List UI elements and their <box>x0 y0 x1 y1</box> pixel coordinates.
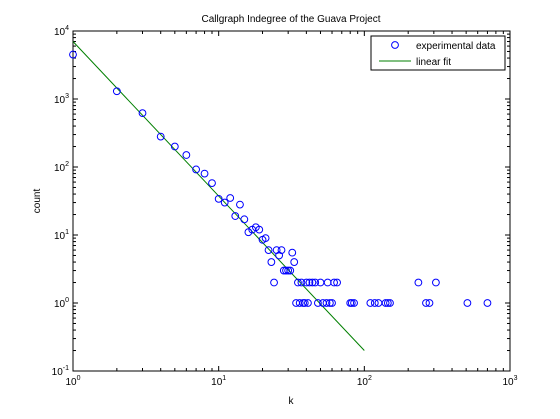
data-point <box>425 299 434 307</box>
data-point <box>200 169 209 178</box>
legend-label-experimental: experimental data <box>416 41 496 52</box>
data-points-layer <box>69 50 492 307</box>
data-point <box>325 299 334 307</box>
data-point <box>255 225 264 234</box>
data-point <box>231 212 240 220</box>
data-point <box>284 266 293 275</box>
plot-area <box>72 30 511 372</box>
data-point <box>383 299 392 307</box>
data-point <box>192 165 201 174</box>
data-point <box>226 194 235 202</box>
data-point <box>208 179 216 187</box>
data-point <box>264 246 273 254</box>
data-point <box>302 278 311 287</box>
data-point <box>414 278 423 287</box>
data-point <box>236 200 244 209</box>
data-point <box>277 246 286 254</box>
x-axis-label: k <box>289 396 295 407</box>
data-point <box>182 151 191 159</box>
data-point <box>305 278 314 287</box>
y-tick-label: 10-1 <box>52 365 69 378</box>
data-point <box>297 278 306 287</box>
data-point <box>112 87 121 96</box>
data-point <box>330 278 338 287</box>
x-tick-label: 103 <box>502 375 517 388</box>
data-point <box>308 278 317 287</box>
tick-marks <box>72 30 511 372</box>
data-point <box>267 258 276 266</box>
data-point <box>463 299 472 307</box>
data-point <box>214 194 223 203</box>
data-point <box>370 299 379 307</box>
data-point <box>422 299 430 307</box>
y-axis-label: count <box>32 189 43 214</box>
data-point <box>240 215 249 224</box>
data-point <box>328 299 336 307</box>
y-tick-label: 104 <box>54 25 69 38</box>
data-point <box>138 109 147 118</box>
y-tick-label: 102 <box>54 161 69 174</box>
x-tick-label: 102 <box>357 375 372 388</box>
x-tick-label: 100 <box>65 375 80 388</box>
data-point <box>333 278 341 287</box>
legend: experimental data linear fit <box>370 35 506 71</box>
data-point <box>304 299 312 307</box>
data-point <box>350 299 358 307</box>
data-point <box>220 198 229 207</box>
data-point <box>300 299 309 307</box>
data-point <box>386 299 394 307</box>
legend-marker-experimental <box>391 41 399 49</box>
data-point <box>69 50 77 59</box>
chart-title: Callgraph Indegree of the Guava Project <box>202 14 381 25</box>
data-point <box>294 278 302 287</box>
x-tick-labels: 100 101 102 103 <box>65 375 517 388</box>
data-point <box>311 278 320 287</box>
data-point <box>286 266 295 275</box>
data-point <box>170 142 179 151</box>
data-point <box>156 132 165 141</box>
y-tick-labels: 10-1 100 101 102 103 104 <box>52 25 69 378</box>
data-point <box>295 299 304 307</box>
data-point <box>322 299 331 307</box>
legend-label-fit: linear fit <box>416 57 451 68</box>
data-point <box>244 228 253 237</box>
data-point <box>381 299 390 307</box>
y-tick-label: 100 <box>54 297 69 310</box>
data-point <box>483 299 492 307</box>
data-point <box>282 266 290 275</box>
data-point <box>270 278 278 287</box>
data-point <box>290 258 299 266</box>
y-tick-label: 103 <box>54 93 69 106</box>
fit-line <box>72 41 365 351</box>
x-tick-label: 101 <box>211 375 226 388</box>
y-tick-label: 101 <box>54 229 69 242</box>
fit-line-layer <box>72 41 365 351</box>
data-point <box>432 278 440 287</box>
data-point <box>347 299 356 307</box>
data-point <box>288 248 297 257</box>
data-point <box>314 299 322 307</box>
data-point <box>261 234 270 243</box>
data-point <box>366 299 375 307</box>
